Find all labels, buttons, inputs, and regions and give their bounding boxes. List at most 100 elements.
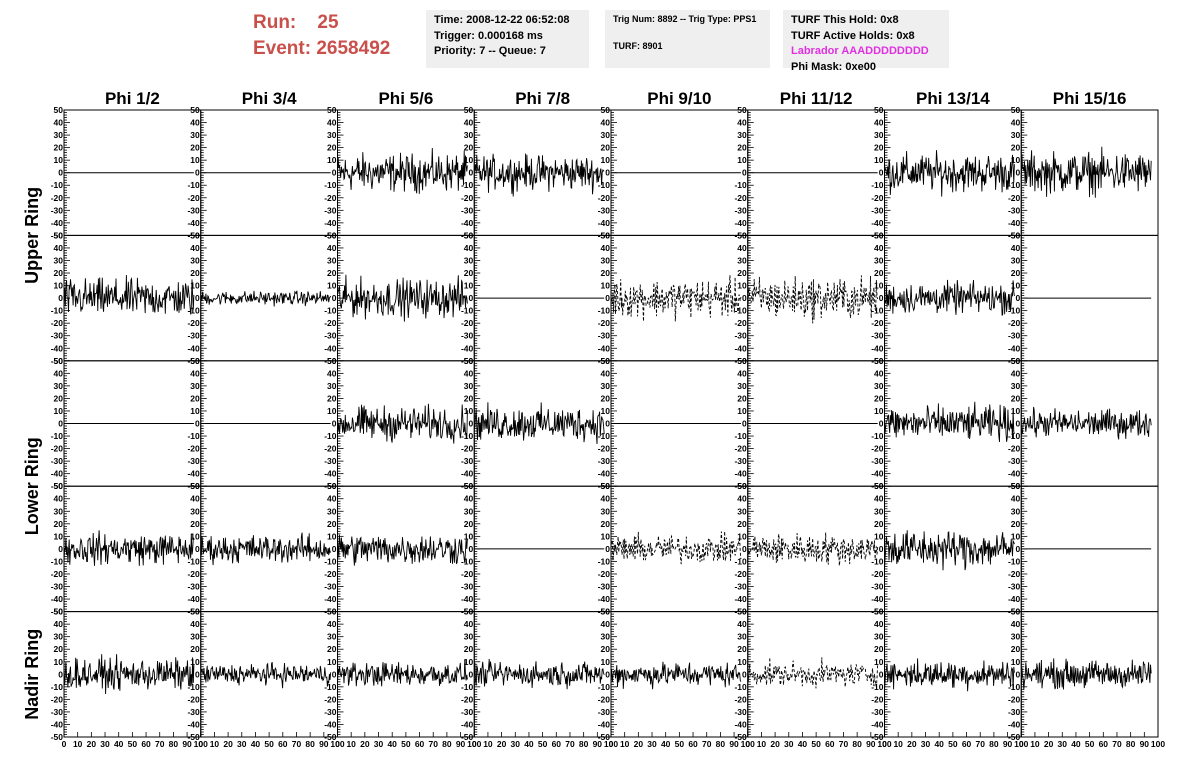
x-tick-label: 60	[552, 739, 562, 749]
y-tick-label: -30	[51, 582, 64, 592]
y-tick-label: 40	[54, 118, 64, 128]
y-tick-label: 10	[737, 531, 747, 541]
y-tick-label: -40	[187, 719, 200, 729]
y-tick-label: 50	[327, 230, 337, 240]
y-tick-label: 40	[190, 619, 200, 629]
turf-text: TURF: 8901	[613, 41, 663, 51]
run-value: 25	[317, 12, 339, 33]
y-tick-label: 10	[464, 531, 474, 541]
trig-num-text: Trig Num: 8892 -- Trig Type: PPS1	[613, 14, 757, 24]
y-tick-label: 20	[737, 519, 747, 529]
y-tick-label: -10	[187, 180, 200, 190]
y-tick-label: -40	[734, 218, 747, 228]
y-tick-label: -40	[598, 594, 611, 604]
y-tick-label: 40	[601, 619, 611, 629]
waveform-trace	[337, 534, 468, 566]
y-tick-label: 10	[601, 281, 611, 291]
y-tick-label: -30	[871, 582, 884, 592]
y-tick-label: 20	[601, 143, 611, 153]
y-tick-label: -40	[324, 719, 337, 729]
y-tick-label: 10	[1011, 406, 1021, 416]
y-tick-label: -20	[1008, 318, 1021, 328]
y-tick-label: -20	[51, 193, 64, 203]
y-tick-label: -10	[461, 306, 474, 316]
y-tick-label: 0	[469, 669, 474, 679]
y-tick-label: 10	[737, 281, 747, 291]
y-tick-label: -30	[461, 205, 474, 215]
y-tick-label: 40	[54, 619, 64, 629]
x-tick-label: 80	[852, 739, 862, 749]
waveform-trace	[884, 150, 1015, 197]
x-tick-label: 20	[1044, 739, 1054, 749]
y-tick-label: -40	[51, 719, 64, 729]
column-title: Phi 13/14	[916, 89, 990, 108]
y-tick-label: -30	[324, 707, 337, 717]
x-tick-label: 90	[319, 739, 329, 749]
time-text: Time: 2008-12-22 06:52:08	[434, 14, 570, 26]
row-title: Upper Ring	[22, 187, 42, 284]
y-tick-label: -30	[51, 456, 64, 466]
y-tick-label: 10	[601, 657, 611, 667]
y-tick-label: -30	[187, 707, 200, 717]
x-tick-label: 100	[741, 739, 755, 749]
y-tick-label: 30	[601, 381, 611, 391]
y-tick-label: -40	[187, 218, 200, 228]
y-tick-label: -40	[734, 719, 747, 729]
y-tick-label: 40	[874, 118, 884, 128]
x-tick-label: 40	[524, 739, 534, 749]
y-tick-label: -40	[734, 343, 747, 353]
y-tick-label: -10	[324, 682, 337, 692]
y-tick-label: 40	[327, 494, 337, 504]
y-tick-label: 10	[1011, 155, 1021, 165]
x-tick-label: 0	[472, 739, 477, 749]
y-tick-label: -20	[598, 694, 611, 704]
y-tick-label: 0	[605, 168, 610, 178]
column-title: Phi 3/4	[242, 89, 297, 108]
x-tick-label: 30	[237, 739, 247, 749]
y-tick-label: -20	[461, 694, 474, 704]
y-tick-label: 20	[190, 519, 200, 529]
y-tick-label: 30	[327, 255, 337, 265]
y-tick-label: 20	[874, 393, 884, 403]
y-tick-label: -40	[461, 719, 474, 729]
y-tick-label: -10	[51, 556, 64, 566]
y-tick-label: 50	[464, 607, 474, 617]
y-tick-label: -20	[324, 569, 337, 579]
x-tick-label: 90	[866, 739, 876, 749]
y-tick-label: 10	[1011, 657, 1021, 667]
y-tick-label: 50	[327, 356, 337, 366]
y-tick-label: -40	[324, 218, 337, 228]
y-tick-label: -10	[187, 556, 200, 566]
y-tick-label: -40	[871, 594, 884, 604]
y-tick-label: 0	[469, 293, 474, 303]
y-tick-label: 30	[601, 130, 611, 140]
y-tick-label: 0	[742, 419, 747, 429]
y-tick-label: 10	[464, 406, 474, 416]
y-tick-label: 20	[464, 393, 474, 403]
y-tick-label: -30	[598, 205, 611, 215]
y-tick-label: 20	[464, 644, 474, 654]
x-tick-label: 80	[169, 739, 179, 749]
y-tick-label: 10	[54, 406, 64, 416]
y-tick-label: 30	[1011, 381, 1021, 391]
y-tick-label: -40	[461, 343, 474, 353]
waveform-trace	[63, 274, 195, 315]
y-tick-label: 40	[1011, 243, 1021, 253]
y-tick-label: 20	[54, 268, 64, 278]
y-tick-label: -20	[461, 569, 474, 579]
y-tick-label: 10	[327, 406, 337, 416]
y-tick-label: 10	[737, 406, 747, 416]
x-tick-label: 50	[264, 739, 274, 749]
y-tick-label: -20	[324, 444, 337, 454]
y-tick-label: -20	[51, 694, 64, 704]
waveform-trace	[1020, 658, 1152, 690]
trig-num-box: Trig Num: 8892 -- Trig Type: PPS1 TURF: …	[605, 10, 770, 68]
run-event-info: Run: 25 Event: 2658492	[253, 10, 390, 62]
x-tick-label: 100	[604, 739, 618, 749]
y-tick-label: 50	[54, 356, 64, 366]
x-tick-label: 50	[128, 739, 138, 749]
y-tick-label: 30	[190, 381, 200, 391]
y-tick-label: 20	[874, 644, 884, 654]
y-tick-label: 20	[54, 644, 64, 654]
y-tick-label: -50	[51, 230, 64, 240]
